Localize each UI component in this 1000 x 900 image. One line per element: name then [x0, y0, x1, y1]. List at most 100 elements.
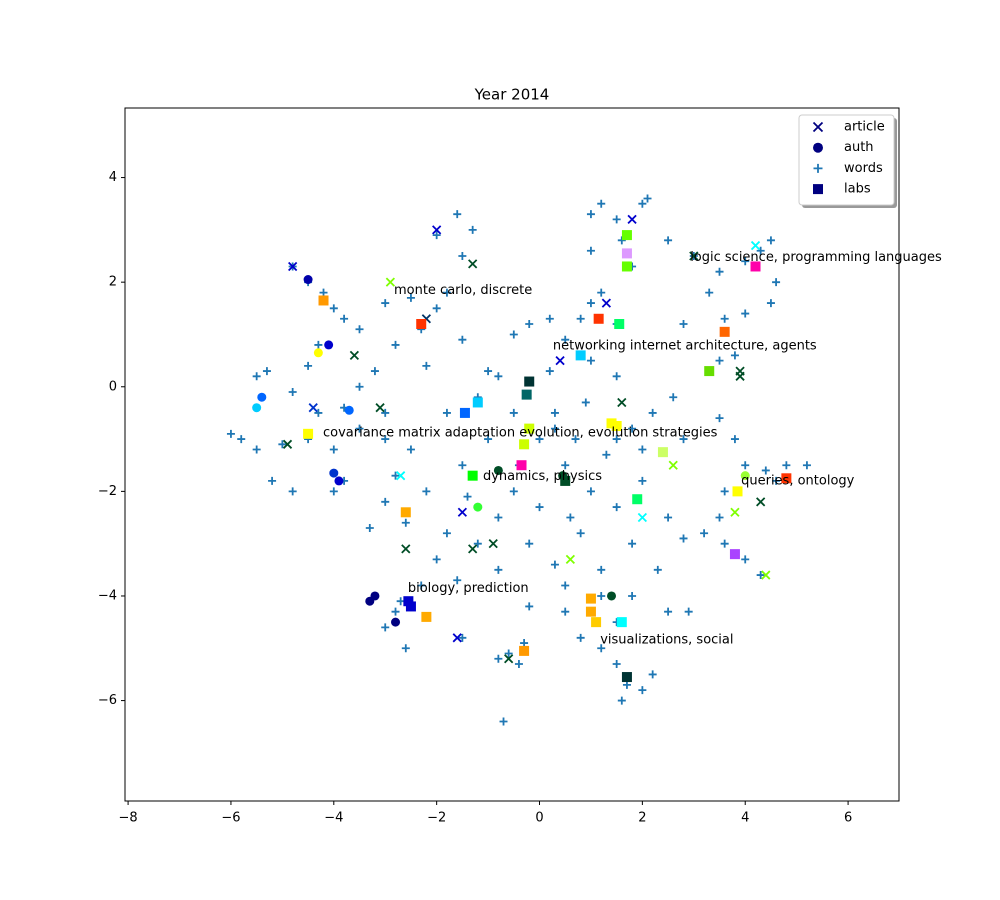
- marker-plus: [586, 246, 595, 255]
- marker-plus: [648, 670, 657, 679]
- marker-plus: [720, 314, 729, 323]
- marker-plus: [576, 314, 585, 323]
- annotation: covariance matrix adaptation evolution, …: [323, 425, 718, 440]
- marker-plus: [700, 529, 709, 538]
- marker-plus: [509, 487, 518, 496]
- marker-plus: [586, 487, 595, 496]
- marker-plus: [406, 293, 415, 302]
- marker-plus: [586, 356, 595, 365]
- marker-x: [555, 355, 565, 366]
- marker-square: [519, 645, 530, 656]
- marker-square: [318, 295, 329, 306]
- marker-plus: [463, 492, 472, 501]
- marker-plus: [442, 408, 451, 417]
- marker-plus: [422, 487, 431, 496]
- marker-plus: [664, 236, 673, 245]
- marker-square: [732, 486, 743, 497]
- marker-plus: [494, 513, 503, 522]
- marker-square: [467, 470, 478, 481]
- marker-x: [375, 403, 385, 413]
- marker-plus: [653, 565, 662, 574]
- marker-square: [560, 475, 571, 486]
- marker-circle: [324, 340, 334, 350]
- marker-plus: [458, 252, 467, 261]
- marker-square: [750, 261, 761, 272]
- marker-square: [606, 418, 617, 429]
- y-tick-label: −6: [98, 693, 117, 708]
- marker-square: [729, 549, 740, 560]
- marker-plus: [715, 356, 724, 365]
- marker-square: [632, 494, 643, 505]
- marker-square: [781, 473, 792, 484]
- legend-label: auth: [844, 140, 874, 155]
- legend-marker: [812, 121, 824, 133]
- legend-marker: [813, 163, 823, 173]
- marker-circle: [493, 465, 503, 475]
- marker-plus: [586, 210, 595, 219]
- marker-plus: [442, 288, 451, 297]
- marker-plus: [355, 325, 364, 334]
- marker-plus: [319, 288, 328, 297]
- marker-plus: [628, 539, 637, 548]
- marker-square: [303, 428, 314, 439]
- marker-plus: [484, 435, 493, 444]
- marker-plus: [432, 231, 441, 240]
- marker-plus: [628, 424, 637, 433]
- marker-plus: [772, 278, 781, 287]
- marker-x: [282, 439, 293, 449]
- marker-plus: [550, 424, 559, 433]
- marker-square: [416, 319, 427, 330]
- marker-plus: [756, 571, 765, 580]
- marker-x: [756, 497, 766, 507]
- marker-x: [504, 654, 514, 664]
- x-tick-label: −4: [324, 811, 343, 826]
- marker-plus: [499, 717, 508, 726]
- marker-plus: [252, 372, 261, 381]
- marker-x: [750, 240, 761, 251]
- marker-plus: [381, 623, 390, 632]
- marker-plus: [679, 435, 688, 444]
- marker-plus: [226, 429, 235, 438]
- marker-circle: [391, 617, 401, 627]
- marker-plus: [509, 408, 518, 417]
- marker-plus: [288, 487, 297, 496]
- marker-circle: [473, 502, 483, 512]
- marker-x: [627, 214, 637, 225]
- marker-plus: [720, 539, 729, 548]
- marker-plus: [715, 414, 724, 423]
- marker-plus: [314, 340, 323, 349]
- marker-plus: [365, 523, 374, 532]
- marker-plus: [679, 534, 688, 543]
- legend-marker: [813, 142, 823, 153]
- marker-plus: [432, 555, 441, 564]
- marker-plus: [391, 340, 400, 349]
- marker-x: [565, 554, 576, 565]
- marker-plus: [453, 210, 462, 219]
- x-tick-label: 4: [741, 811, 749, 826]
- marker-plus: [401, 644, 410, 653]
- marker-square: [459, 407, 470, 418]
- marker-plus: [391, 607, 400, 616]
- marker-plus: [329, 304, 338, 313]
- annotation: logic science, programming languages: [690, 250, 942, 265]
- marker-plus: [329, 487, 338, 496]
- marker-plus: [314, 408, 323, 417]
- marker-plus: [252, 445, 261, 454]
- marker-plus: [381, 299, 390, 308]
- marker-square: [611, 420, 622, 431]
- marker-x: [468, 259, 478, 269]
- marker-x: [689, 251, 699, 261]
- marker-x: [385, 277, 396, 287]
- annotation: visualizations, social: [600, 632, 733, 647]
- marker-plus: [340, 314, 349, 323]
- marker-plus: [741, 257, 750, 266]
- marker-x: [637, 512, 648, 523]
- marker-plus: [802, 461, 811, 470]
- marker-circle: [252, 403, 262, 413]
- y-tick-label: 4: [109, 170, 117, 185]
- marker-x: [432, 225, 442, 235]
- marker-plus: [381, 435, 390, 444]
- marker-square: [403, 596, 414, 607]
- marker-plus: [525, 539, 534, 548]
